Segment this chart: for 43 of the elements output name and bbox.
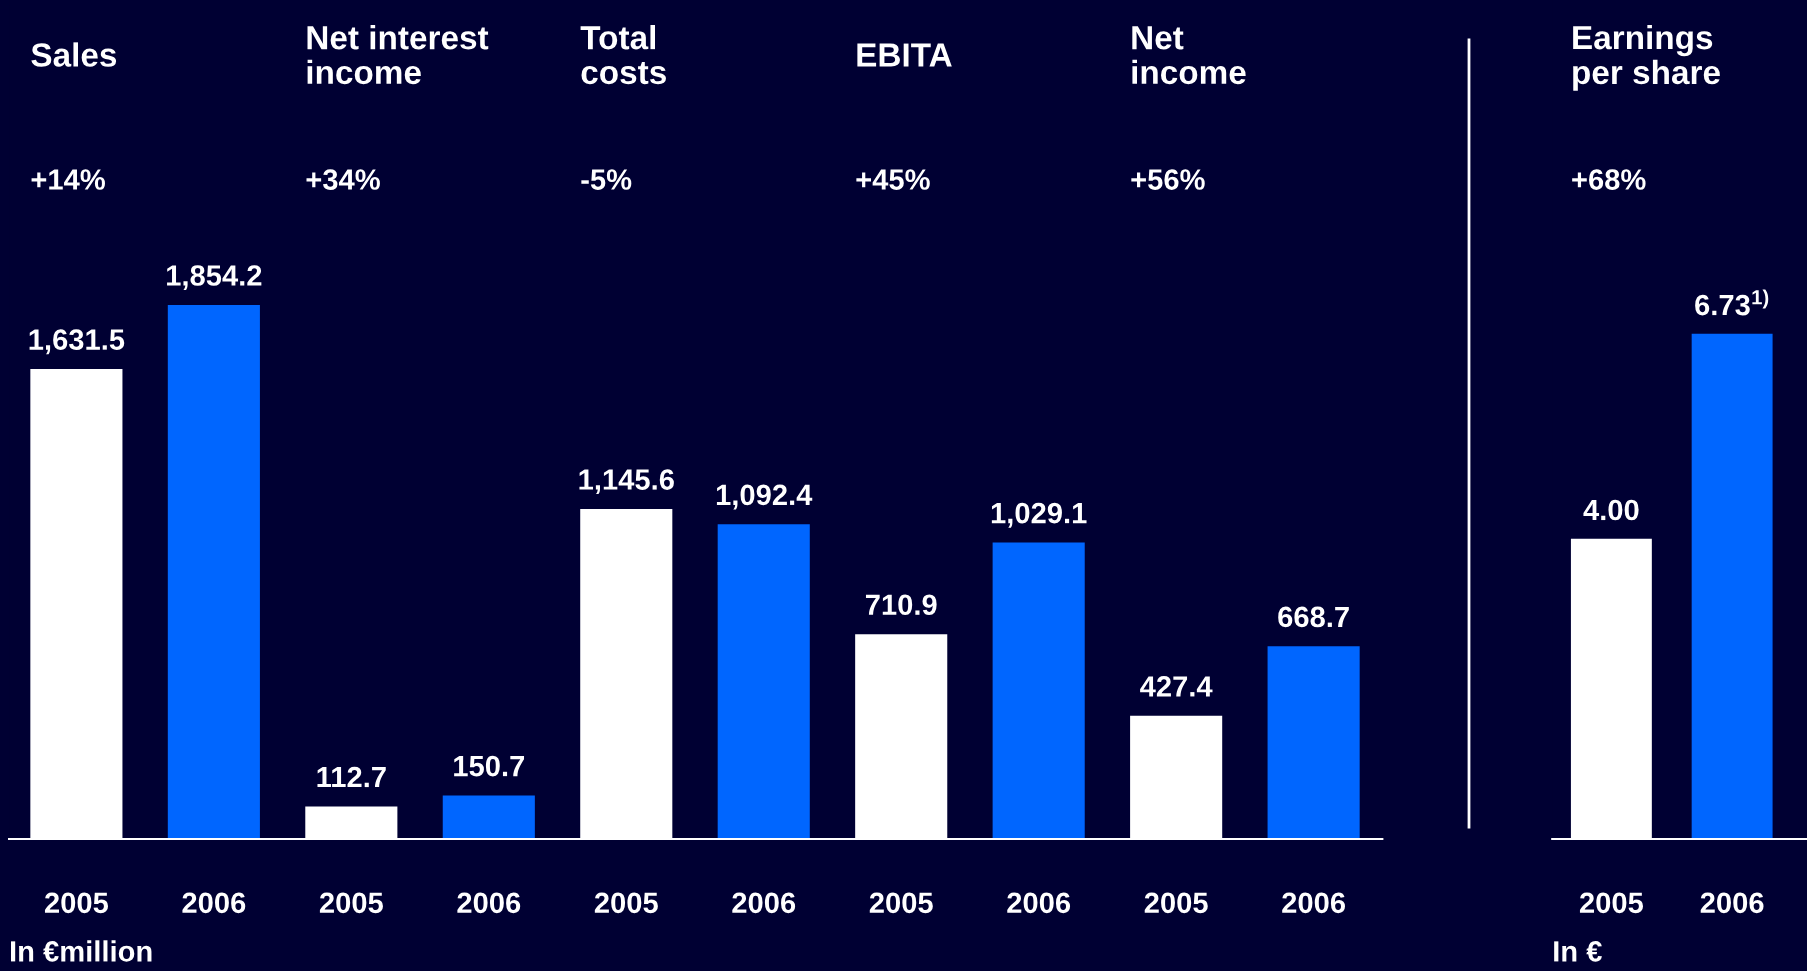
x-tick-label: 2005 bbox=[1579, 892, 1644, 914]
bar bbox=[992, 542, 1085, 839]
x-tick-label: 2005 bbox=[869, 892, 933, 914]
text: Earnings per share bbox=[1573, 24, 1720, 91]
data-label: 1,631.5 bbox=[29, 329, 125, 355]
text: +68% bbox=[1572, 169, 1646, 190]
text: In € bbox=[1554, 941, 1602, 962]
x-tick-label: 2006 bbox=[732, 892, 796, 914]
text: +34% bbox=[306, 169, 380, 190]
bar bbox=[1267, 646, 1360, 839]
x-tick-label: 2006 bbox=[1282, 892, 1346, 914]
text: +14% bbox=[31, 169, 105, 190]
text: +45% bbox=[856, 169, 930, 190]
x-tick-label: 2005 bbox=[319, 892, 383, 914]
bar bbox=[167, 304, 260, 839]
x-tick-label: 2006 bbox=[1700, 892, 1764, 914]
text: Net income bbox=[1132, 26, 1246, 85]
data-label: 112.7 bbox=[317, 766, 386, 788]
x-tick-label: 2006 bbox=[457, 892, 521, 914]
text: -5% bbox=[581, 169, 632, 190]
data-label: 668.7 bbox=[1278, 606, 1349, 628]
text: Total costs bbox=[580, 25, 666, 85]
data-label: 1,092.4 bbox=[716, 484, 813, 510]
bar bbox=[442, 795, 535, 839]
text: EBITA bbox=[857, 43, 952, 67]
data-label: 427.4 bbox=[1140, 676, 1213, 697]
data-label: 1,029.1 bbox=[991, 502, 1087, 528]
data-label: 710.9 bbox=[865, 594, 937, 616]
text: Sales bbox=[31, 42, 117, 67]
data-label: 1,854.2 bbox=[167, 265, 262, 291]
x-tick-label: 2005 bbox=[594, 892, 658, 914]
text: In €million bbox=[10, 940, 152, 962]
data-label: 1,145.6 bbox=[579, 469, 674, 495]
data-label: 150.7 bbox=[454, 755, 525, 777]
x-tick-label: 2005 bbox=[44, 892, 109, 914]
text: +56% bbox=[1131, 169, 1205, 190]
data-label: 4.00 bbox=[1583, 499, 1639, 521]
x-tick-label: 2005 bbox=[1144, 892, 1208, 914]
data-label: 6.73$^{1)}$ bbox=[1695, 289, 1769, 316]
text: Net interest income bbox=[307, 25, 489, 85]
x-tick-label: 2006 bbox=[182, 892, 246, 914]
x-tick-label: 2006 bbox=[1007, 892, 1071, 914]
bar bbox=[717, 524, 810, 839]
